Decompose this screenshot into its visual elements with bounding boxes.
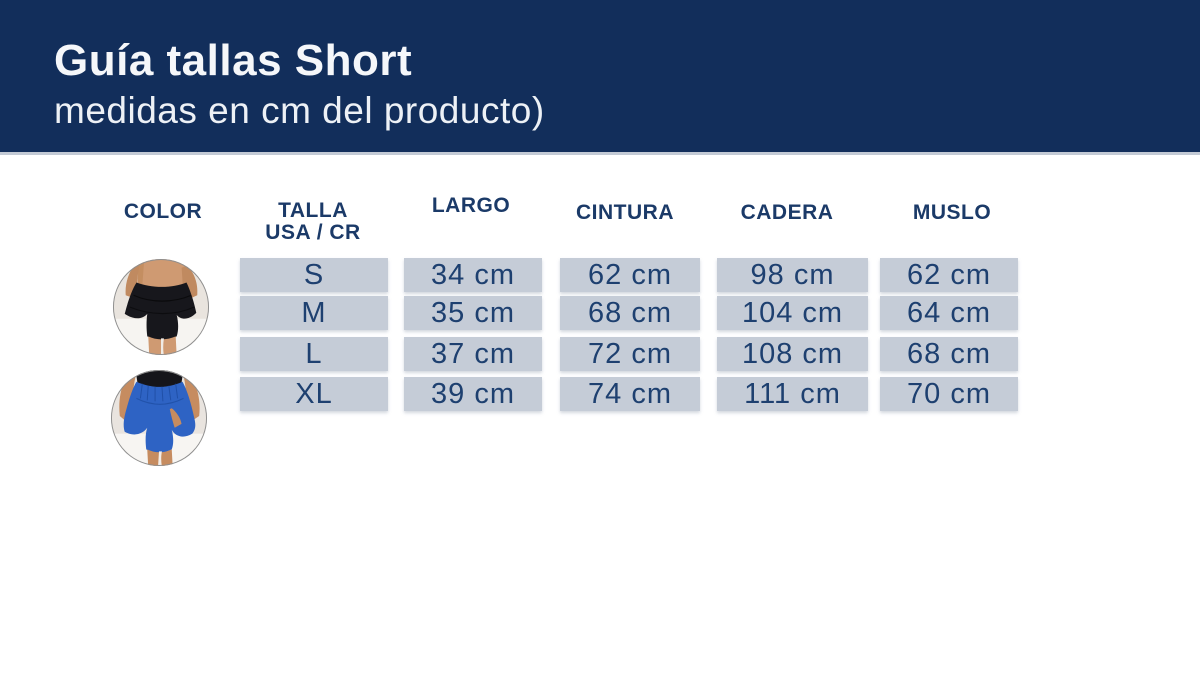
cell-s-largo: 34 cm bbox=[404, 258, 542, 292]
column-header-talla-main: TALLA bbox=[278, 199, 348, 222]
cell-l-talla: L bbox=[240, 337, 388, 371]
column-header-cintura: CINTURA bbox=[576, 201, 674, 224]
page-subtitle: medidas en cm del producto) bbox=[54, 90, 545, 131]
cell-s-talla: S bbox=[240, 258, 388, 292]
cell-l-muslo: 68 cm bbox=[880, 337, 1018, 371]
cell-m-largo: 35 cm bbox=[404, 296, 542, 330]
cell-s-cadera: 98 cm bbox=[717, 258, 868, 292]
blue-shorts-photo bbox=[110, 369, 208, 467]
column-header-talla: TALLA USA / CR bbox=[265, 200, 360, 243]
black-shorts-photo bbox=[112, 258, 210, 356]
cell-s-cintura: 62 cm bbox=[560, 258, 700, 292]
cell-xl-muslo: 70 cm bbox=[880, 377, 1018, 411]
cell-m-muslo: 64 cm bbox=[880, 296, 1018, 330]
cell-m-talla: M bbox=[240, 296, 388, 330]
column-header-talla-sub: USA / CR bbox=[265, 221, 361, 244]
cell-l-largo: 37 cm bbox=[404, 337, 542, 371]
page-title: Guía tallas Short bbox=[54, 36, 413, 85]
cell-xl-cintura: 74 cm bbox=[560, 377, 700, 411]
cell-xl-talla: XL bbox=[240, 377, 388, 411]
cell-xl-cadera: 111 cm bbox=[717, 377, 868, 411]
column-header-cadera: CADERA bbox=[740, 201, 834, 224]
cell-m-cintura: 68 cm bbox=[560, 296, 700, 330]
cell-m-cadera: 104 cm bbox=[717, 296, 868, 330]
cell-xl-largo: 39 cm bbox=[404, 377, 542, 411]
column-header-muslo: MUSLO bbox=[912, 201, 992, 224]
header-banner: Guía tallas Short medidas en cm del prod… bbox=[0, 0, 1200, 155]
cell-l-cadera: 108 cm bbox=[717, 337, 868, 371]
cell-s-muslo: 62 cm bbox=[880, 258, 1018, 292]
cell-l-cintura: 72 cm bbox=[560, 337, 700, 371]
column-header-color: COLOR bbox=[123, 200, 203, 223]
column-header-largo: LARGO bbox=[431, 194, 511, 217]
